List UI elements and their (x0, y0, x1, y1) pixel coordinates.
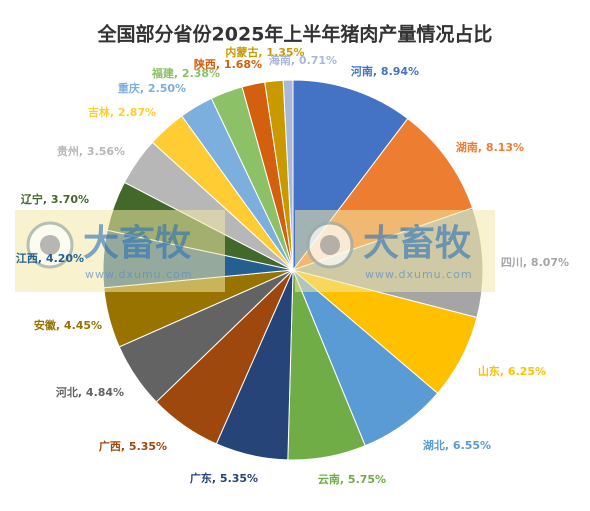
data-label: 贵州, 3.56% (57, 144, 125, 158)
watermark-text: 大畜牧 (83, 223, 192, 264)
data-label: 重庆, 2.50% (118, 81, 186, 95)
watermark-url: www.dxumu.com (365, 268, 473, 281)
watermark-url: www.dxumu.com (85, 268, 193, 281)
data-label: 云南, 5.75% (318, 472, 386, 486)
chart-title: 全国部分省份2025年上半年猪肉产量情况占比 (97, 23, 493, 46)
watermark-logo (40, 235, 60, 255)
data-label: 福建, 2.38% (151, 66, 220, 80)
watermark-text: 大畜牧 (363, 223, 472, 264)
data-label: 广东, 5.35% (190, 471, 258, 485)
pie-slice (282, 79, 294, 271)
data-label: 陕西, 1.68% (194, 57, 262, 71)
data-label: 河南, 8.94% (351, 64, 419, 78)
data-label: 海南, 0.71% (269, 53, 337, 67)
data-label: 安徽, 4.45% (34, 318, 102, 332)
data-label: 吉林, 2.87% (88, 105, 156, 119)
data-label: 广西, 5.35% (99, 439, 167, 453)
watermark-logo (320, 235, 340, 255)
watermarks: 大畜牧 www.dxumu.com 大畜牧 www.dxumu.com (15, 210, 495, 292)
data-label: 四川, 8.07% (501, 256, 569, 269)
data-label: 湖北, 6.55% (423, 438, 491, 452)
data-labels: 河南, 8.94% 湖南, 8.13% 四川, 8.07% 山东, 6.25% 湖北, … (16, 45, 569, 486)
data-label: 山东, 6.25% (478, 364, 546, 378)
data-label: 湖南, 8.13% (456, 140, 524, 154)
data-label: 江西, 4.20% (16, 251, 84, 265)
data-label: 辽宁, 3.70% (21, 192, 89, 206)
data-label: 内蒙古, 1.35% (225, 45, 304, 59)
data-label: 河北, 4.84% (56, 385, 124, 399)
